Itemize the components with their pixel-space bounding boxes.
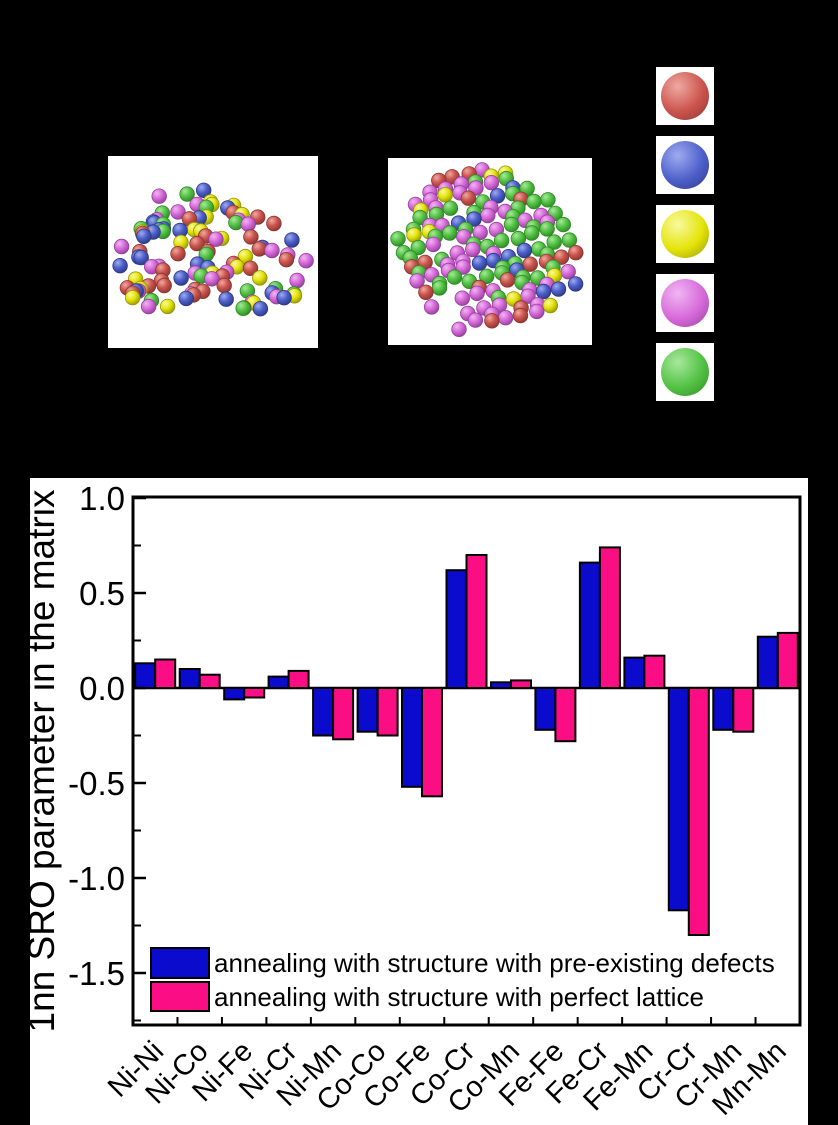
bar-Fe-Mn-series1	[643, 654, 666, 689]
chart-legend-label-perfect: annealing with structure with perfect la…	[214, 982, 704, 1012]
magenta-atom-sphere-icon	[661, 279, 709, 327]
bar-Cr-Cr-series0	[667, 687, 690, 912]
bar-Fe-Cr-series1	[598, 546, 621, 690]
atom-spheres	[112, 182, 314, 317]
bar-Ni-Cr-series0	[267, 675, 290, 690]
red-atom-sphere-icon	[661, 72, 709, 120]
bar-Ni-Cr-series1	[287, 669, 310, 689]
bar-Mn-Mn-series1	[776, 631, 799, 689]
bar-Co-Mn-series1	[510, 679, 532, 689]
yellow-atom-sphere-icon	[661, 210, 709, 258]
sro-bar-chart: 1.00.50.0-0.5-1.0-1.5Ni-NiNi-CoNi-FeNi-C…	[21, 480, 802, 1122]
bar-Cr-Cr-series1	[687, 687, 710, 936]
bar-Co-Cr-series0	[445, 569, 468, 689]
bar-Co-Cr-series1	[465, 554, 488, 689]
legend-atom-cell-blue	[656, 136, 714, 194]
structure-image-perfect-lattice	[388, 158, 592, 345]
bar-Fe-Cr-series0	[578, 561, 601, 689]
bar-Ni-Ni-series0	[134, 662, 157, 690]
bar-Ni-Mn-series0	[312, 687, 335, 737]
bar-Fe-Fe-series0	[534, 687, 557, 731]
y-tick-label: 0.5	[79, 575, 125, 612]
chart-legend-label-defects: annealing with structure with pre-existi…	[214, 948, 775, 978]
bar-Fe-Mn-series0	[623, 656, 646, 690]
bar-Ni-Mn-series1	[332, 687, 355, 741]
bar-Ni-Ni-series1	[154, 658, 177, 689]
y-axis-title: 1nn SRO parameter in the matrix	[30, 489, 62, 1032]
bar-Co-Co-series1	[376, 687, 399, 737]
legend-atom-cell-yellow	[656, 205, 714, 263]
atom-color-legend	[656, 67, 714, 401]
legend-atom-cell-green	[656, 343, 714, 401]
bar-Co-Fe-series1	[421, 687, 443, 798]
structure-image-pre-existing-defects	[108, 156, 318, 348]
bar-Ni-Fe-series1	[243, 687, 266, 699]
bar-Ni-Fe-series0	[223, 687, 246, 701]
legend-swatch-perfect	[150, 981, 210, 1012]
legend-swatch-defects	[150, 947, 210, 979]
bar-Co-Fe-series0	[401, 687, 423, 788]
y-tick-label: 0.0	[79, 670, 125, 707]
bar-Cr-Mn-series0	[712, 687, 735, 731]
bar-Cr-Mn-series1	[732, 687, 755, 733]
y-tick-label: -1.5	[68, 955, 125, 992]
y-tick-label: -1.0	[68, 860, 125, 897]
blue-atom-sphere-icon	[661, 141, 709, 189]
bar-Ni-Co-series1	[198, 673, 221, 689]
green-atom-sphere-icon	[661, 348, 709, 396]
atom-cluster-disordered	[112, 182, 314, 317]
bar-Mn-Mn-series0	[756, 635, 779, 689]
bar-Co-Mn-series0	[490, 681, 512, 690]
bar-Ni-Co-series0	[178, 668, 201, 689]
atom-spheres	[390, 162, 584, 338]
sro-bar-chart-panel: 1.0 0.5 0.0 -0.5 -1.0 -1.5 Ni-Ni Ni-Co Ni-Fe Ni-C…	[21, 478, 808, 1125]
y-tick-label: -0.5	[68, 765, 125, 802]
bar-Co-Co-series0	[356, 687, 379, 733]
y-tick-label: 1.0	[79, 480, 125, 517]
plot-frame	[131, 495, 802, 1027]
legend-atom-cell-magenta	[656, 274, 714, 332]
legend-atom-cell-red	[656, 67, 714, 125]
bar-Fe-Fe-series1	[554, 687, 577, 743]
atom-cluster-ordered	[390, 162, 584, 338]
